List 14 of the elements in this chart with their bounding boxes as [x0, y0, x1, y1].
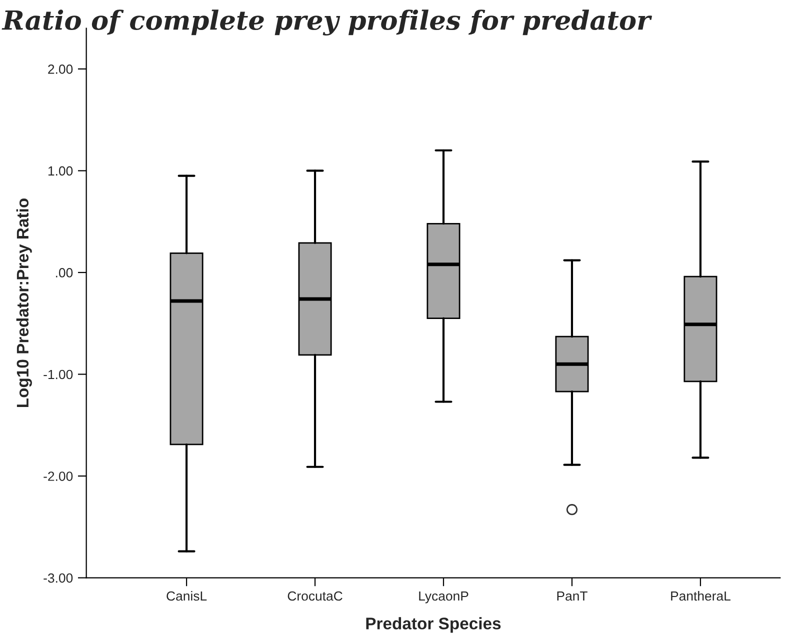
x-tick-label: LycaonP: [419, 591, 468, 604]
chart-title: Ratio of complete prey profiles for predator: [2, 10, 652, 36]
y-axis-title: Log10 Predator:Prey Ratio: [16, 198, 32, 408]
y-tick-label: -3.00: [44, 573, 73, 583]
y-tick-label: 1.00: [48, 166, 73, 176]
x-tick-label: PanT: [557, 591, 588, 601]
y-tick-label: -1.00: [44, 370, 73, 380]
y-tick-label: -2.00: [44, 472, 73, 481]
x-tick-label: CanisL: [166, 590, 207, 601]
x-axis-title: Predator Species: [366, 617, 501, 633]
x-tick-label: PantheraL: [671, 590, 730, 601]
x-tick-label: CrocutaC: [288, 591, 342, 601]
y-tick-label: .00: [56, 268, 73, 278]
y-tick-label: 2.00: [48, 64, 73, 74]
